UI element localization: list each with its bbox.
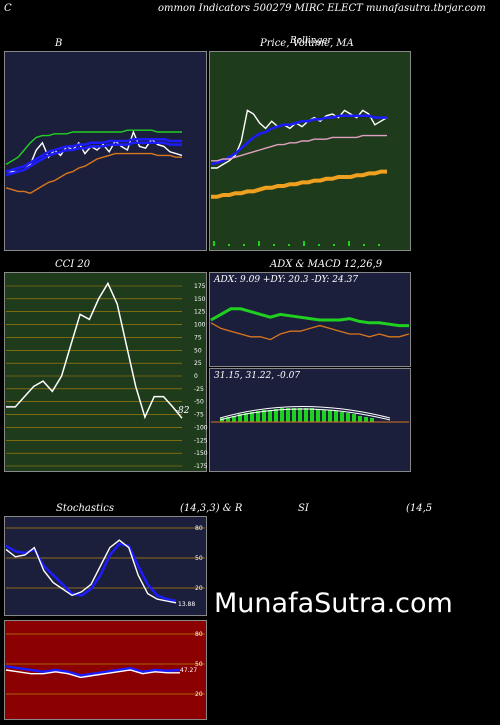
bands-series-4 bbox=[5, 152, 182, 194]
macd-bar-22 bbox=[352, 414, 356, 422]
macd-bar-15 bbox=[310, 408, 314, 422]
watermark: MunafaSutra.com bbox=[214, 588, 453, 619]
bollinger-label: Bollinger bbox=[290, 36, 332, 46]
volume-bar-2 bbox=[243, 244, 245, 246]
rsi-series-1 bbox=[5, 669, 180, 679]
header-letter: C bbox=[4, 3, 12, 14]
volume-bar-7 bbox=[318, 244, 320, 246]
macd-bar-7 bbox=[262, 410, 266, 422]
volume-bar-0 bbox=[213, 241, 215, 246]
cci-series-0 bbox=[6, 281, 183, 420]
cci-panel bbox=[4, 272, 207, 472]
cci-tick-12: -125 bbox=[194, 437, 208, 444]
macd-bar-5 bbox=[250, 412, 254, 422]
macd-bar-9 bbox=[274, 409, 278, 422]
price-ma-thick bbox=[211, 169, 387, 199]
macd-bar-18 bbox=[328, 410, 332, 422]
macd-line bbox=[219, 406, 391, 419]
header-title: ommon Indicators 500279 MIRC ELECT munaf… bbox=[158, 3, 486, 14]
macd-bar-6 bbox=[256, 411, 260, 422]
cci-tick-13: -150 bbox=[194, 450, 208, 457]
cci-tick-9: -50 bbox=[194, 399, 204, 406]
cci-tick-6: 25 bbox=[194, 360, 202, 367]
macd-signal bbox=[219, 408, 391, 421]
adx-readout: ADX: 9.09 +DY: 20.3 -DY: 24.37 bbox=[214, 275, 359, 285]
stoch-title: Stochastics bbox=[56, 503, 114, 514]
volume-bar-8 bbox=[333, 244, 335, 246]
macd-bar-4 bbox=[244, 413, 248, 422]
adx-title: ADX & MACD 12,26,9 bbox=[270, 259, 383, 270]
macd-bar-0 bbox=[220, 418, 224, 422]
cci-tick-4: 75 bbox=[194, 334, 202, 341]
cci-tick-3: 100 bbox=[194, 322, 206, 329]
bands-series-1 bbox=[5, 137, 182, 173]
stoch-series-1 bbox=[5, 539, 177, 604]
macd-bar-10 bbox=[280, 408, 284, 422]
macd-bar-24 bbox=[364, 417, 368, 422]
cci-last-value: -82 bbox=[175, 406, 190, 416]
stoch-last-value: 13.88 bbox=[178, 601, 195, 608]
rsi-params: (14,5 bbox=[406, 503, 433, 514]
price-series-2 bbox=[211, 134, 387, 162]
bands-panel bbox=[4, 51, 207, 251]
cci-tick-7: 0 bbox=[194, 373, 198, 380]
macd-bar-21 bbox=[346, 413, 350, 422]
adx-series-1 bbox=[210, 322, 410, 341]
cci-tick-0: 175 bbox=[194, 283, 206, 290]
macd-bar-3 bbox=[238, 414, 242, 422]
price-panel bbox=[209, 51, 411, 251]
volume-bar-9 bbox=[348, 241, 350, 246]
macd-bar-2 bbox=[232, 416, 236, 422]
stoch-params: (14,3,3) & R bbox=[180, 503, 243, 514]
macd-bar-8 bbox=[268, 410, 272, 422]
rsi-series-0 bbox=[5, 665, 181, 677]
macd-bar-17 bbox=[322, 410, 326, 422]
stoch-series-0 bbox=[5, 542, 177, 603]
stoch-tick-2: 20 bbox=[195, 585, 203, 592]
macd-bar-14 bbox=[304, 408, 308, 422]
macd-readout: 31.15, 31.22, -0.07 bbox=[214, 371, 301, 381]
rsi-tick-1: 50 bbox=[195, 661, 203, 668]
price-title: Price, Volume, MA bbox=[260, 38, 354, 49]
bands-series-3 bbox=[5, 129, 182, 166]
cci-tick-8: -25 bbox=[194, 386, 204, 393]
cci-tick-14: -175 bbox=[194, 463, 208, 470]
macd-bar-20 bbox=[340, 412, 344, 422]
cci-tick-11: -100 bbox=[194, 424, 208, 431]
price-series-0 bbox=[211, 109, 388, 169]
cci-title: CCI 20 bbox=[55, 259, 91, 270]
cci-tick-10: -75 bbox=[194, 412, 204, 419]
macd-bar-11 bbox=[286, 408, 290, 422]
macd-bar-23 bbox=[358, 416, 362, 422]
bands-series-2 bbox=[5, 141, 182, 177]
rsi-last-value: 47.27 bbox=[180, 667, 197, 674]
volume-bar-10 bbox=[363, 244, 365, 246]
price-series-1 bbox=[210, 114, 387, 166]
macd-bar-13 bbox=[298, 408, 302, 422]
macd-bar-16 bbox=[316, 409, 320, 422]
rsi-tick-0: 80 bbox=[195, 631, 203, 638]
volume-bar-6 bbox=[303, 241, 305, 246]
macd-bar-12 bbox=[292, 408, 296, 422]
macd-bar-19 bbox=[334, 411, 338, 422]
stoch-tick-1: 50 bbox=[195, 555, 203, 562]
volume-bar-5 bbox=[288, 244, 290, 246]
cci-tick-2: 125 bbox=[194, 309, 206, 316]
volume-bar-1 bbox=[228, 244, 230, 246]
bands-title: B bbox=[55, 38, 63, 49]
macd-bar-25 bbox=[370, 418, 374, 422]
macd-bar-1 bbox=[226, 417, 230, 422]
cci-tick-1: 150 bbox=[194, 296, 206, 303]
rsi-title: SI bbox=[298, 503, 309, 514]
volume-bar-4 bbox=[273, 244, 275, 246]
cci-tick-5: 50 bbox=[194, 347, 202, 354]
volume-bar-3 bbox=[258, 241, 260, 246]
adx-main-thick bbox=[210, 307, 409, 328]
volume-bar-11 bbox=[378, 244, 380, 246]
stoch-tick-0: 80 bbox=[195, 525, 203, 532]
rsi-tick-2: 20 bbox=[195, 691, 203, 698]
